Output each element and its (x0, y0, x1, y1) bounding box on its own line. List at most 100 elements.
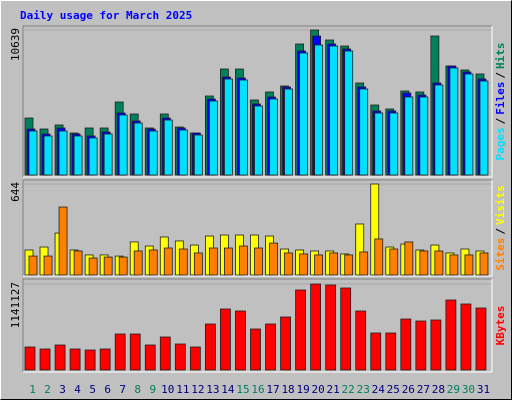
bar (449, 254, 459, 276)
bar (449, 67, 459, 176)
bar (329, 45, 339, 176)
bar (208, 100, 218, 176)
bar (400, 318, 412, 371)
x-tick-label: 19 (296, 383, 309, 396)
bar (314, 44, 324, 176)
bar (204, 323, 216, 371)
panel-border-light (23, 180, 493, 277)
bar (415, 320, 427, 371)
legend-entry: Pages (494, 127, 507, 160)
bar (269, 242, 278, 276)
bar (239, 79, 248, 176)
bar (54, 344, 66, 371)
bar (250, 328, 261, 371)
bar (280, 316, 291, 371)
y-tick-label: 644 (9, 182, 22, 202)
panel-border-light (23, 279, 493, 373)
x-tick-label: 27 (417, 383, 430, 396)
bar (254, 247, 263, 276)
x-tick-label: 21 (327, 383, 340, 396)
panel-border-light (23, 26, 493, 178)
x-tick-label: 20 (312, 383, 325, 396)
bar (144, 344, 156, 371)
legend: Sites / Visits (494, 185, 507, 271)
bar (325, 284, 337, 371)
legend-entry: Sites (494, 238, 507, 271)
bar (69, 348, 81, 371)
bar (359, 88, 369, 176)
bar (430, 319, 442, 371)
bar (208, 247, 218, 276)
bar (133, 250, 143, 276)
bar (103, 133, 113, 176)
bar (88, 137, 98, 176)
bar (178, 129, 188, 176)
bar (129, 333, 141, 371)
bar (295, 289, 306, 371)
legend-separator: / (494, 228, 507, 235)
bar (224, 247, 233, 276)
bar (189, 346, 201, 371)
x-tick-label: 1 (29, 383, 36, 396)
bar (475, 307, 487, 371)
bar (434, 84, 444, 176)
bar (355, 310, 367, 371)
bar (299, 253, 308, 276)
x-tick-label: 31 (477, 383, 490, 396)
bar (88, 257, 98, 276)
bar (39, 348, 51, 371)
x-tick-label: 14 (221, 383, 235, 396)
legend-entry: KBytes (494, 306, 507, 346)
bar (174, 343, 186, 371)
bar (299, 52, 308, 176)
bar (419, 250, 429, 276)
bar (193, 252, 203, 276)
bar (329, 252, 339, 276)
x-tick-label: 6 (104, 383, 111, 396)
bar (404, 96, 414, 176)
chart-title: Daily usage for March 2025 (20, 9, 192, 22)
bar (344, 50, 354, 176)
bar (239, 245, 248, 276)
x-tick-label: 29 (447, 383, 460, 396)
bar (99, 348, 111, 371)
legend-separator: / (494, 72, 507, 79)
bar (118, 114, 128, 176)
bar (163, 247, 173, 276)
bar (464, 254, 474, 276)
x-tick-label: 9 (149, 383, 156, 396)
bar (163, 119, 173, 176)
bar (479, 252, 489, 276)
legend: Pages / Files / Hits (494, 43, 507, 161)
bar (374, 238, 384, 276)
bar (178, 248, 188, 276)
panel-border-dark (22, 278, 492, 372)
bar (359, 251, 369, 276)
x-tick-label: 24 (372, 383, 386, 396)
bar (24, 346, 36, 371)
bar (254, 105, 263, 176)
x-tick-label: 2 (44, 383, 51, 396)
bar (148, 130, 158, 176)
legend-entry: Hits (494, 43, 507, 70)
bar (479, 80, 489, 176)
bar (374, 112, 384, 176)
x-tick-label: 22 (342, 383, 355, 396)
bar (73, 250, 83, 276)
bar (460, 303, 472, 371)
x-tick-label: 18 (281, 383, 294, 396)
bar (43, 255, 53, 276)
bar (28, 130, 38, 176)
bar (310, 283, 322, 371)
bar (464, 73, 474, 176)
x-tick-label: 11 (176, 383, 189, 396)
bar (445, 299, 457, 371)
bar (220, 308, 231, 371)
x-tick-label: 10 (161, 383, 174, 396)
legend-separator: / (494, 117, 507, 124)
bar (114, 333, 126, 371)
bar (269, 98, 278, 176)
bar (235, 310, 246, 371)
